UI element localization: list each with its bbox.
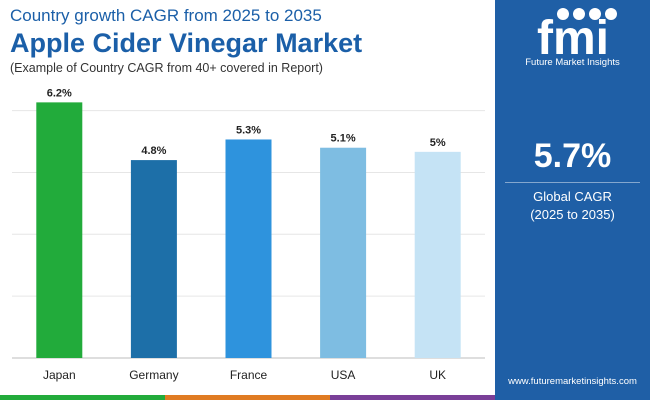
chart-title: Apple Cider Vinegar Market xyxy=(10,28,363,58)
side-panel: fmi Future Market Insights 5.7% Global C… xyxy=(495,0,650,400)
bar-uk xyxy=(414,151,461,358)
x-tick-label-japan: Japan xyxy=(43,368,76,382)
fmi-logo: fmi xyxy=(537,8,617,65)
divider xyxy=(505,182,640,183)
data-label-germany: 4.8% xyxy=(141,145,166,157)
bottom-bar-green xyxy=(0,395,165,400)
x-tick-label-france: France xyxy=(230,368,268,382)
website-link[interactable]: www.futuremarketinsights.com xyxy=(508,376,637,387)
global-cagr-value: 5.7% xyxy=(533,137,612,175)
bar-japan xyxy=(36,102,83,358)
chart-note: (Example of Country CAGR from 40+ covere… xyxy=(10,61,323,75)
data-label-japan: 6.2% xyxy=(47,87,72,99)
x-tick-label-uk: UK xyxy=(429,368,446,382)
bar-chart: 6.2% Japan 4.8% Germany 5.3% France 5.1% USA 5% U… xyxy=(12,87,485,382)
bottom-bar-orange xyxy=(165,395,330,400)
data-label-uk: 5% xyxy=(430,137,446,149)
data-label-france: 5.3% xyxy=(236,124,261,136)
chart-subtitle: Country growth CAGR from 2025 to 2035 xyxy=(10,6,322,25)
global-cagr-range: (2025 to 2035) xyxy=(530,207,615,222)
x-tick-label-germany: Germany xyxy=(129,368,178,382)
logo-text: fmi xyxy=(537,12,609,65)
header: Country growth CAGR from 2025 to 2035 Ap… xyxy=(10,6,362,75)
bottom-bar-purple xyxy=(330,395,495,400)
bar-germany xyxy=(130,160,177,358)
bottom-bar-blue xyxy=(495,395,650,400)
data-label-usa: 5.1% xyxy=(331,133,356,145)
logo-caption: Future Market Insights xyxy=(525,57,620,68)
bar-france xyxy=(225,139,272,358)
bar-usa xyxy=(320,147,367,358)
global-cagr-label: Global CAGR xyxy=(533,189,612,204)
x-tick-label-usa: USA xyxy=(331,368,356,382)
